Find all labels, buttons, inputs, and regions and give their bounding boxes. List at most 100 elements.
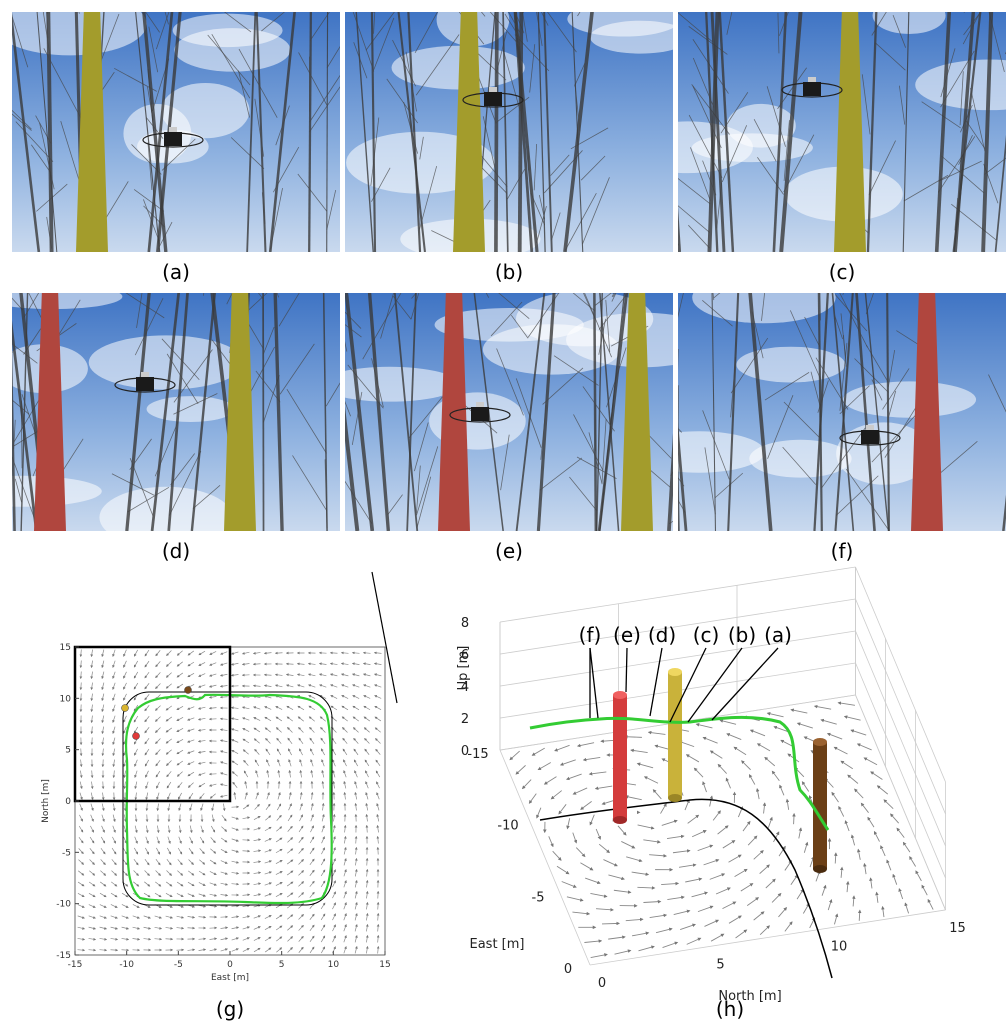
arrow bbox=[585, 878, 600, 883]
arrow bbox=[694, 768, 703, 777]
caption: (f) bbox=[831, 539, 854, 563]
arrow bbox=[510, 751, 520, 760]
arrow bbox=[625, 737, 642, 738]
arrow bbox=[899, 889, 902, 899]
cylinder-bottom bbox=[668, 794, 682, 802]
tree-yellow bbox=[122, 705, 129, 712]
arrow bbox=[760, 926, 769, 935]
arrow bbox=[864, 758, 877, 765]
arrow bbox=[727, 734, 741, 740]
grid-line bbox=[856, 631, 946, 846]
arrow bbox=[615, 950, 631, 954]
y-tick-label: -10 bbox=[56, 900, 71, 910]
arrow bbox=[710, 874, 725, 879]
annotation-line bbox=[650, 648, 662, 716]
arrow bbox=[734, 747, 746, 754]
arrow bbox=[561, 760, 576, 765]
cloud bbox=[320, 367, 459, 402]
arrow bbox=[704, 860, 719, 865]
arrow bbox=[766, 879, 775, 888]
arrow bbox=[754, 912, 764, 920]
arrow bbox=[687, 938, 701, 944]
arrow bbox=[660, 804, 666, 814]
cylinder-top bbox=[668, 668, 682, 676]
arrow bbox=[645, 777, 658, 783]
annotation: (e) bbox=[613, 623, 641, 647]
arrow bbox=[798, 723, 813, 728]
arrow bbox=[688, 815, 699, 823]
arrow bbox=[743, 822, 750, 831]
arrow bbox=[785, 922, 792, 931]
cloud bbox=[147, 396, 235, 422]
arrow bbox=[780, 785, 784, 795]
caption: (b) bbox=[495, 260, 523, 284]
axis-edge bbox=[500, 750, 590, 965]
arrow bbox=[916, 871, 922, 881]
branch bbox=[373, 0, 416, 13]
arrow bbox=[851, 730, 866, 735]
arrow bbox=[839, 807, 844, 817]
x-tick-label: 10 bbox=[328, 960, 340, 970]
east-tick-label: -5 bbox=[532, 890, 545, 905]
branch bbox=[714, 261, 758, 298]
arrow bbox=[884, 800, 893, 809]
arrow bbox=[662, 821, 677, 826]
arrow bbox=[871, 772, 883, 780]
y-tick-label: -5 bbox=[62, 848, 71, 858]
photo-content bbox=[622, 0, 1006, 252]
arrow bbox=[687, 755, 699, 762]
arrow bbox=[596, 829, 600, 839]
arrow bbox=[822, 886, 826, 896]
arrow bbox=[858, 744, 872, 750]
x-tick-label: -10 bbox=[119, 960, 134, 970]
annotation: (c) bbox=[693, 623, 720, 647]
arrow bbox=[910, 857, 916, 867]
grid-line bbox=[500, 567, 856, 622]
arrow bbox=[704, 920, 718, 926]
arrow bbox=[891, 814, 899, 823]
arrow bbox=[855, 789, 864, 798]
x-tick-label: -15 bbox=[68, 960, 83, 970]
arrow bbox=[859, 910, 860, 920]
arrow bbox=[551, 791, 561, 799]
arrow bbox=[868, 817, 874, 827]
caption: (g) bbox=[216, 997, 244, 1021]
tree-red bbox=[613, 691, 627, 824]
arrow bbox=[711, 751, 723, 758]
arrow bbox=[667, 836, 684, 839]
arrow bbox=[764, 803, 765, 813]
arrow bbox=[713, 811, 720, 820]
annotations: (f)(e)(d)(c)(b)(a) bbox=[579, 623, 792, 722]
north-tick-label: 5 bbox=[716, 958, 724, 973]
y-axis-label: North [m] bbox=[41, 779, 51, 823]
arrow bbox=[538, 762, 550, 769]
y-tick-label: 0 bbox=[65, 797, 71, 807]
arrow bbox=[618, 826, 626, 835]
arrow bbox=[653, 790, 661, 799]
arrow bbox=[765, 757, 775, 765]
arrow bbox=[861, 803, 868, 812]
cloud bbox=[736, 347, 845, 383]
arrow bbox=[741, 884, 753, 891]
cylinder-bottom bbox=[613, 816, 627, 824]
arrow bbox=[883, 907, 884, 917]
arrow bbox=[643, 840, 660, 842]
east-tick-label: -10 bbox=[497, 819, 518, 834]
photo: (f) bbox=[633, 236, 1006, 563]
arrow bbox=[711, 934, 724, 941]
arrow bbox=[532, 748, 544, 755]
arrow bbox=[747, 898, 758, 906]
drone-body bbox=[471, 407, 489, 421]
x-tick-label: 5 bbox=[279, 960, 285, 970]
cylinder-top bbox=[613, 691, 627, 699]
arrow bbox=[751, 730, 765, 736]
arrow bbox=[757, 789, 759, 799]
arrow bbox=[643, 902, 660, 903]
branch bbox=[938, 0, 965, 13]
arrow bbox=[703, 782, 707, 792]
arrow bbox=[853, 896, 854, 906]
arrow bbox=[656, 929, 672, 933]
arrow bbox=[545, 777, 557, 784]
arrow bbox=[698, 845, 713, 850]
tree-brown bbox=[813, 738, 827, 873]
